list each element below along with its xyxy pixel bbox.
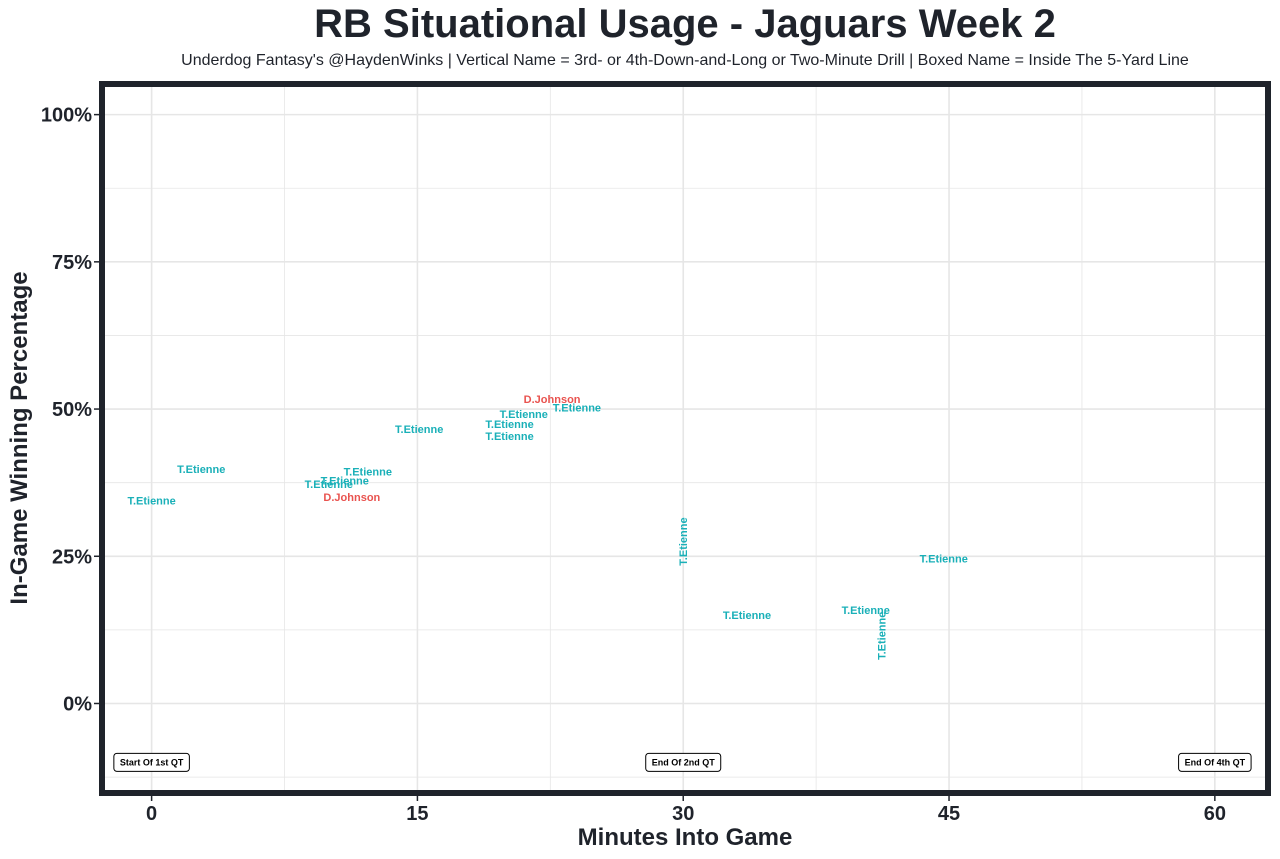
annotation-text: End Of 2nd QT: [652, 757, 715, 767]
x-tick-label: 60: [1204, 803, 1226, 825]
chart-title: RB Situational Usage - Jaguars Week 2: [314, 2, 1056, 46]
annotation-text: Start Of 1st QT: [120, 757, 184, 767]
y-axis-title: In-Game Winning Percentage: [6, 271, 33, 604]
point-label-tetienne: T.Etienne: [321, 475, 369, 487]
x-tick-label: 15: [406, 803, 428, 825]
annotation-text: End Of 4th QT: [1185, 757, 1246, 767]
point-label-tetienne: T.Etienne: [500, 409, 548, 421]
axes: 0 15 30 45 60 0% 25% 50% 75% 100%: [41, 105, 1226, 825]
quarter-annotation: End Of 2nd QT: [645, 752, 722, 772]
y-tick-label: 50%: [52, 399, 92, 421]
y-tick-label: 0%: [63, 693, 92, 715]
point-label-tetienne: T.Etienne: [877, 612, 889, 660]
annotation-box: [1178, 752, 1252, 772]
point-label-tetienne: T.Etienne: [553, 402, 601, 414]
y-tick-label: 25%: [52, 546, 92, 568]
x-axis-title: Minutes Into Game: [578, 824, 793, 851]
point-label-tetienne: T.Etienne: [177, 464, 225, 476]
point-label-tetienne: T.Etienne: [842, 605, 890, 617]
point-label-tetienne: T.Etienne: [395, 424, 443, 436]
point-label-tetienne: T.Etienne: [485, 419, 533, 431]
annotation-box: [113, 752, 190, 772]
point-label-djohnson: D.Johnson: [323, 492, 380, 504]
data-points: T.EtienneT.EtienneT.EtienneT.EtienneT.Et…: [127, 394, 967, 660]
chart-subtitle: Underdog Fantasy's @HaydenWinks | Vertic…: [181, 52, 1189, 69]
grid-lines: [102, 84, 1268, 793]
point-label-tetienne: T.Etienne: [305, 479, 353, 491]
y-tick-label: 100%: [41, 105, 92, 127]
point-label-djohnson: D.Johnson: [524, 394, 581, 406]
y-tick-label: 75%: [52, 252, 92, 274]
x-tick-label: 0: [146, 803, 157, 825]
point-label-tetienne: T.Etienne: [127, 495, 175, 507]
quarter-annotation: End Of 4th QT: [1178, 752, 1252, 772]
panel-border: [99, 81, 1271, 796]
point-label-tetienne: T.Etienne: [678, 517, 690, 565]
point-label-tetienne: T.Etienne: [920, 554, 968, 566]
point-label-tetienne: T.Etienne: [344, 466, 392, 478]
point-label-tetienne: T.Etienne: [723, 610, 771, 622]
x-tick-label: 30: [672, 803, 694, 825]
quarter-annotation: Start Of 1st QT: [113, 752, 190, 772]
point-label-tetienne: T.Etienne: [485, 431, 533, 443]
x-tick-label: 45: [938, 803, 960, 825]
annotation-box: [645, 752, 722, 772]
quarter-annotations: Start Of 1st QT End Of 2nd QT End Of 4th Q…: [113, 752, 1252, 772]
